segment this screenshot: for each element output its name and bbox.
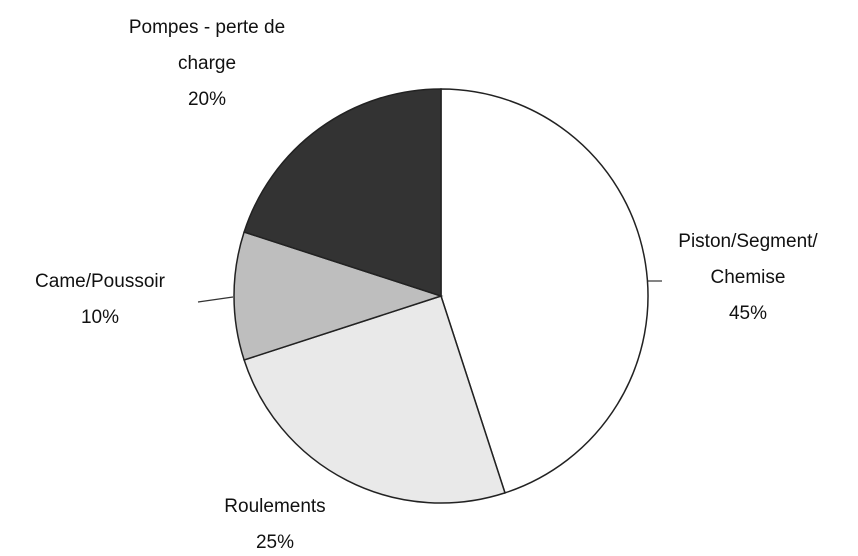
value-label: 25% [255,532,295,553]
category: Came/Poussoir [35,271,165,292]
slice-label: Came/Poussoir 10% [0,264,220,336]
value-label: 45% [728,303,768,324]
category: Piston/Segment/ Chemise [678,231,818,288]
pie-slice [243,295,506,504]
pie-slice [440,88,649,494]
slice-label: Piston/Segment/ Chemise 45% [628,224,858,332]
leader-line [197,296,234,303]
value-label: 10% [80,307,120,328]
pie-slice [233,231,444,361]
slice-label: Pompes - perte de charge 20% [87,10,327,118]
category: Roulements [224,496,326,517]
category: Pompes - perte de charge [128,17,286,74]
slice-label: Roulements 25% [155,489,395,556]
pie-slice [243,88,442,298]
value-label: 20% [187,89,227,110]
